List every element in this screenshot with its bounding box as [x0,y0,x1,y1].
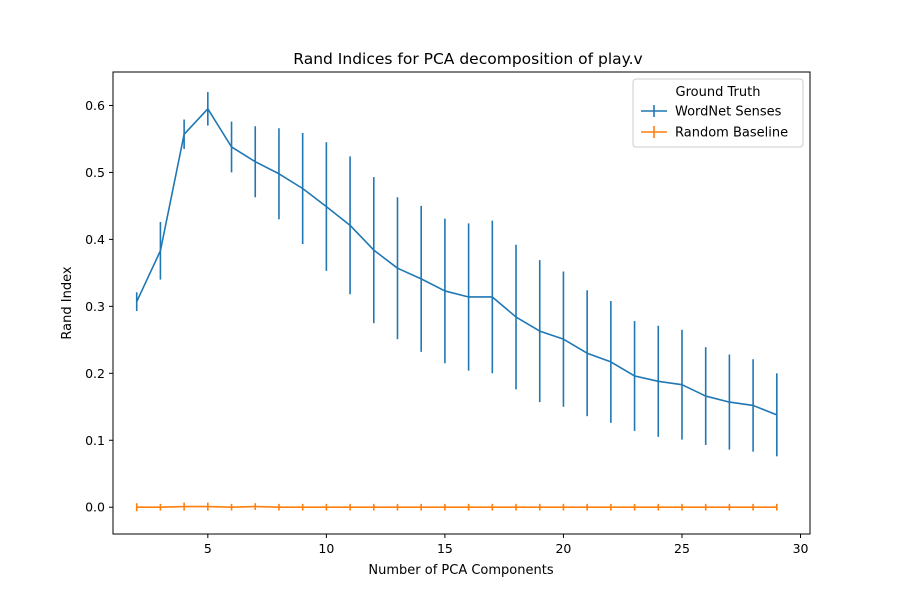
y-tick-label: 0.0 [85,500,105,515]
series-line [137,109,777,415]
y-tick-label: 0.3 [85,299,105,314]
y-axis-label: Rand Index [60,266,75,339]
legend-title: Ground Truth [676,85,761,100]
series-1 [137,503,777,512]
y-tick-label: 0.4 [85,232,105,247]
x-tick-label: 20 [555,541,571,556]
y-axis: 0.0 0.1 0.2 0.3 0.4 0.5 0.6 [85,98,113,515]
y-tick-label: 0.1 [85,433,105,448]
y-tick-label: 0.5 [85,165,105,180]
x-axis-label: Number of PCA Components [368,563,553,578]
chart-title: Rand Indices for PCA decomposition of pl… [293,50,642,68]
x-tick-label: 10 [318,541,334,556]
x-axis: 5 10 15 20 25 30 [204,534,809,556]
y-tick-label: 0.2 [85,366,105,381]
y-tick-label: 0.6 [85,98,105,113]
legend-label: WordNet Senses [675,105,782,120]
x-tick-label: 5 [204,541,212,556]
legend-label: Random Baseline [675,126,788,141]
plot-area [137,92,777,511]
x-tick-label: 30 [793,541,809,556]
x-tick-label: 25 [674,541,690,556]
x-tick-label: 15 [437,541,453,556]
series-line [137,507,777,508]
legend: Ground Truth WordNet Senses Random Baseli… [633,79,803,147]
